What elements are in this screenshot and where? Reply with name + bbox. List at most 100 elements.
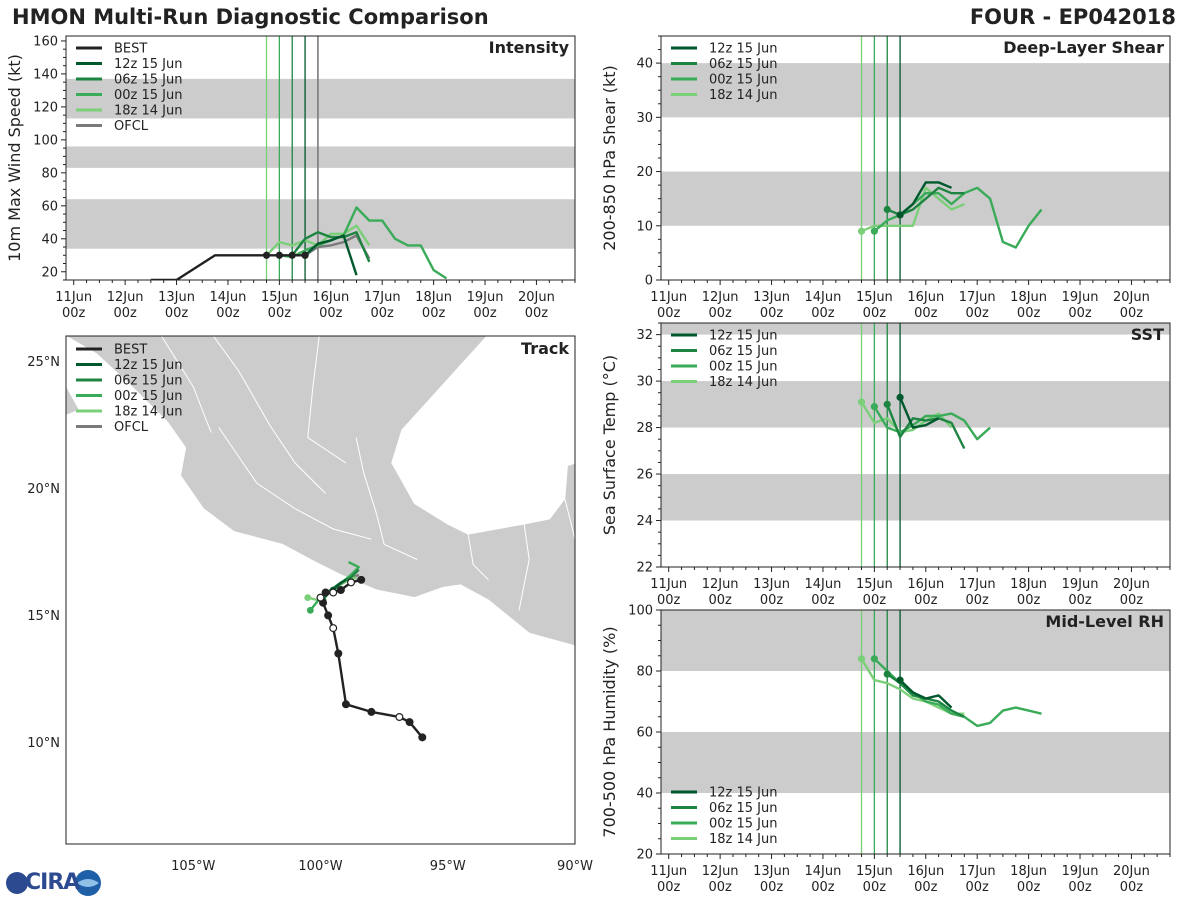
point-06z-15-jun: [883, 205, 891, 214]
track-ytick-label: 20°N: [27, 482, 60, 497]
xtick-label-hour: 00z: [657, 880, 681, 895]
legend-label-06z-15-jun: 06z 15 Jun: [709, 57, 778, 72]
legend-label-ofcl: OFCL: [114, 420, 149, 435]
plot-area-intensity: [66, 36, 575, 280]
ytick-label: 100: [33, 133, 58, 148]
track-point-best: [329, 588, 338, 597]
series-00z-15-jun: [873, 406, 991, 441]
page-title: HMON Multi-Run Diagnostic Comparison: [12, 5, 489, 29]
track-point-best: [341, 700, 350, 709]
xtick-label-day: 16Jun: [312, 290, 349, 305]
state-border: [518, 523, 530, 611]
track-point-best: [418, 733, 427, 742]
point-00z-15-jun: [870, 227, 878, 235]
xtick-label-day: 13Jun: [753, 290, 790, 305]
xtick-label-hour: 00z: [216, 306, 240, 321]
xtick-label-hour: 00z: [1120, 306, 1144, 321]
xtick-label-hour: 00z: [966, 306, 990, 321]
series-12z-15-jun: [899, 181, 952, 216]
panel-track: 10°N 15°N 20°N 25°N 105°W 100°W 95°W 90°W Track B…: [27, 335, 593, 874]
legend-label-00z-15-jun: 00z 15 Jun: [709, 817, 778, 832]
legend-label-18z-14-jun: 18z 14 Jun: [114, 104, 183, 119]
xtick-label-day: 14Jun: [805, 864, 842, 879]
track-point-00z-15-jun: [306, 606, 314, 614]
legend-label-18z-14-jun: 18z 14 Jun: [709, 88, 778, 103]
xtick-label-day: 12Jun: [702, 864, 739, 879]
xtick-label-day: 11Jun: [650, 290, 687, 305]
ytick-label: 0: [645, 274, 653, 289]
track-point-best: [329, 624, 338, 633]
legend-label-12z-15-jun: 12z 15 Jun: [114, 57, 183, 72]
state-border: [564, 498, 575, 540]
ytick-label: 30: [636, 375, 653, 390]
ytick-label: 160: [33, 34, 58, 49]
state-border: [218, 427, 372, 540]
band-1: [66, 146, 575, 168]
legend-label-12z-15-jun: 12z 15 Jun: [114, 358, 183, 373]
ytick-label: 80: [636, 665, 653, 680]
legend-label-18z-14-jun: 18z 14 Jun: [709, 832, 778, 847]
point-best: [288, 251, 296, 259]
xtick-label-day: 11Jun: [650, 864, 687, 879]
point-best: [301, 251, 309, 259]
axes-frame-intensity: [65, 35, 576, 281]
track-point-best: [405, 718, 414, 727]
point-best: [262, 251, 271, 259]
xtick-label-day: 12Jun: [702, 577, 739, 592]
xtick-label-hour: 00z: [1068, 593, 1092, 608]
plot-area-rh: [661, 610, 1170, 854]
ytick-label: 28: [636, 421, 653, 436]
xtick-label-day: 19Jun: [1062, 290, 1099, 305]
xtick-label-day: 19Jun: [1062, 864, 1099, 879]
panel-title-track: Track: [521, 339, 569, 358]
xtick-label-hour: 00z: [863, 593, 887, 608]
ytick-label: 80: [41, 166, 58, 181]
track-xtick-label: 105°W: [171, 859, 215, 874]
xtick-label-day: 14Jun: [210, 290, 247, 305]
ytick-label: 60: [636, 726, 653, 741]
track-point-best: [347, 578, 356, 587]
point-18z-14-jun: [857, 398, 866, 406]
xtick-label-day: 15Jun: [856, 577, 893, 592]
xtick-label-day: 16Jun: [907, 864, 944, 879]
xtick-label-day: 13Jun: [753, 577, 790, 592]
xtick-label-day: 20Jun: [1113, 864, 1150, 879]
xtick-label-hour: 00z: [525, 306, 549, 321]
xtick-label-hour: 00z: [914, 593, 938, 608]
point-06z-15-jun: [883, 400, 891, 408]
xtick-label-day: 18Jun: [415, 290, 452, 305]
track-ytick-label: 15°N: [27, 609, 60, 624]
point-00z-15-jun: [870, 655, 878, 663]
ytick-label: 32: [636, 328, 653, 343]
series-12z-15-jun: [304, 234, 358, 276]
xtick-label-day: 20Jun: [518, 290, 555, 305]
xtick-label-hour: 00z: [966, 880, 990, 895]
band-2: [66, 78, 575, 119]
xtick-label-hour: 00z: [657, 593, 681, 608]
legend-label-ofcl: OFCL: [114, 119, 149, 134]
series-06z-15-jun: [886, 403, 966, 450]
band-0: [661, 474, 1170, 521]
xtick-label-day: 17Jun: [959, 864, 996, 879]
ytick-label: 30: [636, 111, 653, 126]
xtick-label-hour: 00z: [422, 306, 446, 321]
xtick-label-day: 12Jun: [702, 290, 739, 305]
xtick-label-hour: 00z: [1017, 880, 1041, 895]
ytick-label: 20: [636, 848, 653, 863]
ytick-label: 120: [33, 100, 58, 115]
xtick-label-hour: 00z: [760, 306, 784, 321]
xtick-label-hour: 00z: [760, 880, 784, 895]
track-xtick-label: 100°W: [298, 859, 342, 874]
xtick-label-day: 18Jun: [1010, 864, 1047, 879]
xtick-label-hour: 00z: [62, 306, 86, 321]
xtick-label-hour: 00z: [165, 306, 189, 321]
xtick-label-day: 15Jun: [261, 290, 298, 305]
xtick-label-hour: 00z: [966, 593, 990, 608]
panel-title-rh: Mid-Level RH: [1045, 612, 1164, 631]
